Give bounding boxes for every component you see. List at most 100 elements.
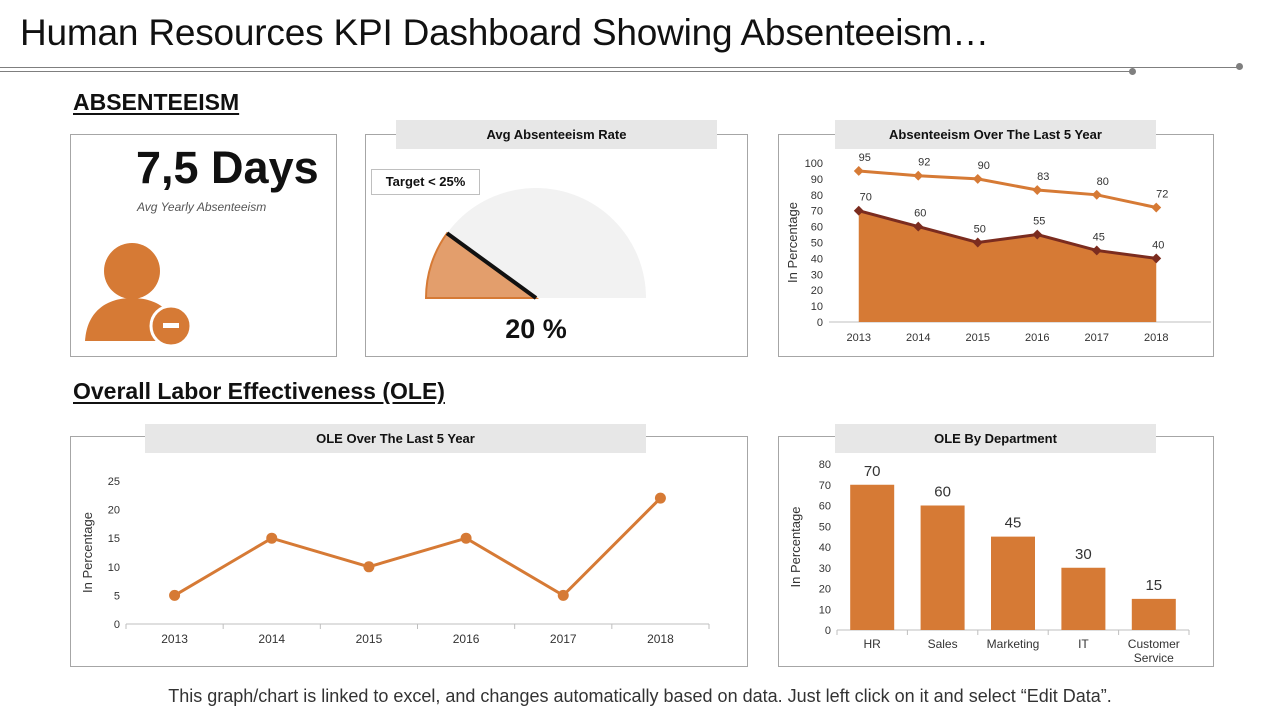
y-tick-label: 10: [819, 604, 831, 616]
x-tick-label: 2015: [966, 332, 990, 344]
x-tick-label: Customer Service: [1128, 637, 1180, 665]
bar-value-label: 15: [1145, 577, 1162, 594]
data-point: [972, 173, 983, 184]
y-tick-label: 50: [811, 238, 823, 250]
x-tick-label: IT: [1078, 637, 1089, 651]
data-label: 60: [914, 208, 926, 220]
data-point: [913, 170, 924, 181]
y-tick-label: 40: [819, 542, 831, 554]
data-label: 95: [859, 152, 871, 164]
data-point: [1091, 245, 1102, 256]
area-series-line: [858, 209, 1157, 260]
y-tick-label: 30: [811, 269, 823, 281]
y-axis-label: In Percentage: [788, 507, 803, 588]
area-series-fill: [858, 210, 1157, 322]
data-point: [1091, 189, 1102, 200]
x-tick-label: HR: [864, 637, 882, 651]
ole-trend-panel[interactable]: [70, 436, 748, 667]
title-rule: [0, 67, 1240, 68]
x-tick-label: 2018: [647, 632, 674, 646]
x-tick-label: Sales: [928, 637, 958, 651]
title-rule-lower: [0, 71, 1133, 72]
data-point: [266, 532, 278, 544]
y-tick-label: 20: [811, 285, 823, 297]
ole-department-title: OLE By Department: [835, 424, 1156, 453]
data-point: [1032, 229, 1043, 240]
data-point: [557, 589, 569, 601]
absenteeism-trend-title: Absenteeism Over The Last 5 Year: [835, 120, 1156, 149]
data-label: 55: [1033, 216, 1045, 228]
y-tick-label: 10: [108, 562, 120, 574]
avg-days-caption: Avg Yearly Absenteeism: [137, 200, 267, 214]
y-tick-label: 25: [108, 476, 120, 488]
data-label: 83: [1037, 171, 1049, 183]
data-point: [913, 221, 924, 232]
x-tick-label: 2017: [1085, 332, 1109, 344]
y-axis-label: In Percentage: [80, 512, 95, 593]
data-point: [972, 237, 983, 248]
bar: [920, 505, 965, 630]
bar-value-label: 45: [1005, 515, 1022, 532]
ole-line-series: [173, 497, 662, 598]
x-tick-label: 2014: [906, 332, 930, 344]
ole-trend-chart[interactable]: 0 5 10 15 20 25 In Percentage 2013 2014 2015 2016 2…: [71, 460, 747, 665]
data-label: 80: [1097, 176, 1109, 188]
data-label: 50: [974, 224, 986, 236]
line-series: [858, 169, 1157, 209]
data-label: 90: [978, 160, 990, 172]
bar: [1061, 567, 1106, 630]
y-tick-label: 70: [811, 206, 823, 218]
data-point: [460, 532, 472, 544]
x-tick-label: Marketing: [987, 637, 1040, 651]
ole-heading: Overall Labor Effectiveness (OLE): [73, 378, 445, 404]
y-tick-label: 70: [819, 480, 831, 492]
y-tick-label: 10: [811, 301, 823, 313]
absenteeism-trend-chart[interactable]: 0 10 20 30 40 50 60 70 80 90 100 In Percentage 95 92 9…: [779, 150, 1213, 355]
data-point: [169, 589, 181, 601]
bar-value-label: 70: [864, 463, 881, 480]
x-tick-label: 2016: [453, 632, 480, 646]
y-tick-label: 0: [114, 619, 120, 631]
y-tick-label: 0: [825, 625, 831, 637]
avg-days-value: 7,5 Days: [136, 142, 319, 193]
y-tick-label: 60: [819, 501, 831, 513]
x-tick-label: 2013: [161, 632, 188, 646]
person-minus-icon: [85, 243, 193, 348]
y-tick-label: 80: [811, 190, 823, 202]
person-head: [104, 243, 160, 299]
data-point: [1151, 202, 1162, 213]
x-tick-label: 2018: [1144, 332, 1168, 344]
data-point: [853, 166, 864, 176]
x-tick-label: 2016: [1025, 332, 1049, 344]
ole-department-chart[interactable]: 0 10 20 30 40 50 60 70 80 In Percentage 70 60 45 30 15…: [779, 450, 1213, 665]
data-point: [363, 561, 375, 573]
x-tick-label: 2013: [847, 332, 871, 344]
y-tick-label: 20: [819, 584, 831, 596]
gauge-value: 20 %: [505, 314, 567, 344]
bar-value-label: 60: [934, 484, 951, 501]
x-tick-label: 2014: [258, 632, 285, 646]
data-label: 40: [1152, 239, 1164, 251]
page-title: Human Resources KPI Dashboard Showing Ab…: [20, 12, 989, 53]
rule-end-dot-lower: [1129, 68, 1136, 75]
data-point: [654, 492, 666, 504]
gauge-target-label: Target < 25%: [371, 169, 480, 195]
y-tick-label: 0: [817, 317, 823, 329]
y-tick-label: 50: [819, 521, 831, 533]
bar: [1131, 598, 1176, 630]
y-tick-label: 60: [811, 222, 823, 234]
data-point: [1032, 185, 1043, 195]
x-tick-label: 2015: [356, 632, 383, 646]
gauge-title: Avg Absenteeism Rate: [396, 120, 717, 149]
ole-trend-title: OLE Over The Last 5 Year: [145, 424, 646, 453]
data-label: 92: [918, 157, 930, 169]
data-point: [1151, 253, 1162, 264]
gauge-chart[interactable]: [420, 180, 652, 304]
y-tick-label: 30: [819, 563, 831, 575]
bar-value-label: 30: [1075, 546, 1092, 563]
x-tick-label: 2017: [550, 632, 577, 646]
data-point: [853, 205, 864, 216]
data-label: 45: [1093, 231, 1105, 243]
y-tick-label: 5: [114, 590, 120, 602]
y-tick-label: 100: [805, 158, 823, 170]
